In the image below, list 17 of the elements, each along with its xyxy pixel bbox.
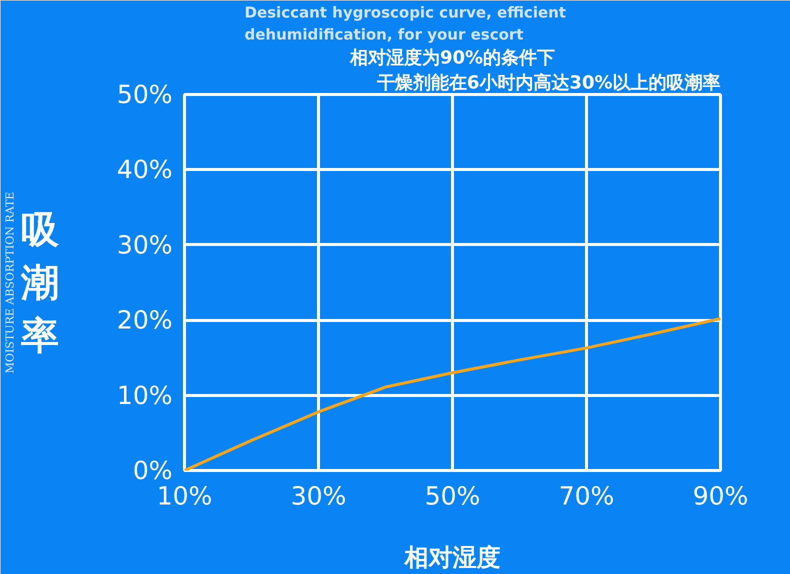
- text: MOISTURE ABSORPTION RATE: [4, 192, 16, 374]
- x-tick-label: 90%: [692, 482, 748, 510]
- y-tick-label: 50%: [116, 80, 173, 109]
- text: 干燥剂能在6小时内高达30%以上的吸潮率: [376, 72, 720, 94]
- x-tick-label: 70%: [558, 482, 614, 510]
- x-tick-label: 30%: [290, 482, 346, 510]
- y-tick-label: 30%: [116, 230, 173, 260]
- text: dehumidification, for your escort: [244, 26, 524, 44]
- text: Desiccant hygroscopic curve, efficient: [244, 4, 566, 22]
- line-series: [184, 317, 720, 470]
- y-tick-label: 40%: [116, 155, 173, 184]
- text: 相对湿度为90%的条件下: [348, 48, 556, 68]
- x-axis-title: 相对湿度: [404, 544, 500, 572]
- y-tick-label: 10%: [116, 380, 173, 410]
- x-tick-label: 50%: [424, 482, 480, 510]
- y-tick-label: 20%: [116, 306, 173, 335]
- y-axis-title: 吸潮率: [20, 208, 59, 358]
